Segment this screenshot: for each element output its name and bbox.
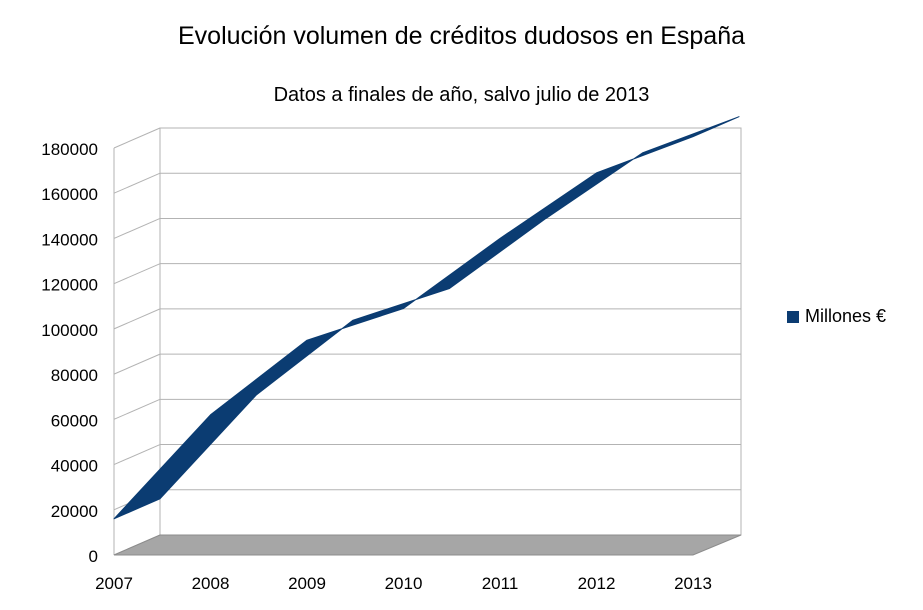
x-tick-label: 2007 xyxy=(95,574,133,593)
x-tick-label: 2011 xyxy=(482,574,519,593)
y-tick-label: 40000 xyxy=(51,457,98,476)
y-tick-label: 180000 xyxy=(41,140,98,159)
side-gridline xyxy=(113,172,161,194)
side-gridline xyxy=(113,398,161,420)
x-tick-label: 2013 xyxy=(674,574,712,593)
y-tick-label: 140000 xyxy=(41,230,98,249)
side-gridline xyxy=(113,127,161,149)
y-tick-label: 100000 xyxy=(41,321,98,340)
side-gridline xyxy=(113,308,161,330)
series-ribbon xyxy=(113,116,740,520)
side-gridline xyxy=(113,444,161,466)
x-tick-label: 2010 xyxy=(385,574,423,593)
y-tick-label: 0 xyxy=(89,547,98,566)
legend-swatch xyxy=(787,310,799,323)
back-wall xyxy=(159,127,742,536)
y-tick-label: 160000 xyxy=(41,185,98,204)
side-gridline xyxy=(113,353,161,375)
chart-subtitle: Datos a finales de año, salvo julio de 2… xyxy=(273,84,650,106)
y-tick-label: 60000 xyxy=(51,411,98,430)
side-gridline xyxy=(113,263,161,285)
y-tick-label: 80000 xyxy=(51,366,98,385)
x-tick-label: 2008 xyxy=(192,574,230,593)
y-tick-label: 120000 xyxy=(41,276,98,295)
side-gridline xyxy=(113,217,161,239)
legend-label: Millones € xyxy=(805,306,887,326)
x-tick-label: 2012 xyxy=(578,574,616,593)
legend: Millones € xyxy=(787,306,886,327)
chart-floor xyxy=(113,534,742,556)
x-tick-label: 2009 xyxy=(288,574,326,593)
y-tick-label: 20000 xyxy=(51,502,98,521)
chart-title: Evolución volumen de créditos dudosos en… xyxy=(177,22,746,50)
